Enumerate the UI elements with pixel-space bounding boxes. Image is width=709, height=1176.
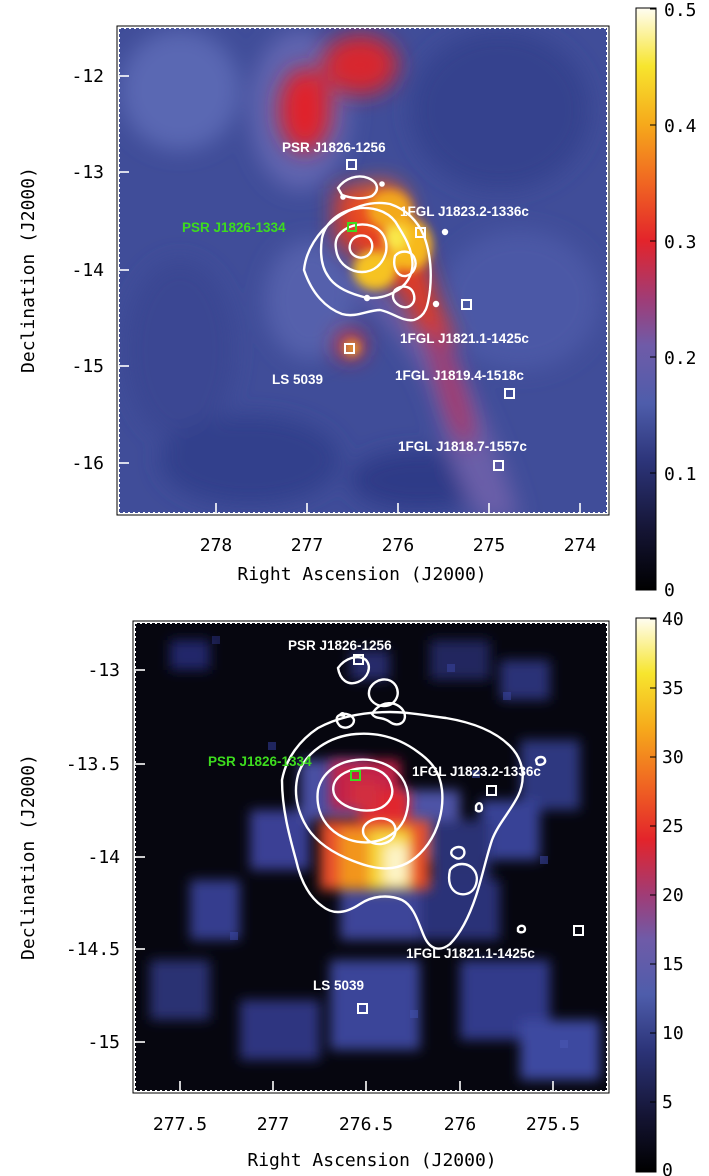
bottom-cb-tick: 0 (662, 1160, 673, 1176)
top-xtick-label: 276 (382, 535, 415, 556)
top-cb-tick: 0.4 (664, 116, 697, 137)
marker-1fgl-j1819 (504, 388, 515, 399)
bottom-xtick-label: 275.5 (526, 1114, 580, 1135)
bottom-ticks (135, 669, 554, 1091)
marker-1fgl-j1821 (461, 299, 472, 310)
bottom-ytick-label: -14 (87, 847, 120, 868)
bottom-cb-tick: 15 (662, 954, 684, 975)
bottom-xtick-label: 276.5 (339, 1114, 393, 1135)
bottom-ylabel: Declination (J2000) (18, 754, 39, 960)
top-ytick-label: -12 (71, 66, 104, 87)
bottom-marker-1fgl-j1823 (486, 785, 497, 796)
bottom-ytick-label: -15 (87, 1032, 120, 1053)
bottom-xtick-label: 277.5 (153, 1114, 207, 1135)
label-psr-j1826-1256: PSR J1826-1256 (282, 140, 386, 155)
top-contours (302, 175, 449, 322)
bottom-cb-tick: 5 (662, 1092, 673, 1113)
top-xtick-label: 275 (473, 535, 506, 556)
marker-1fgl-j1818 (493, 460, 504, 471)
bottom-marker-ls5039 (357, 1003, 368, 1014)
top-xlabel: Right Ascension (J2000) (237, 564, 486, 585)
bottom-label-psr-j1826-1334: PSR J1826-1334 (208, 754, 312, 769)
top-colorbar (635, 7, 657, 591)
bottom-cb-tick: 20 (662, 885, 684, 906)
top-ytick-label: -16 (71, 453, 104, 474)
bottom-ytick-label: -13.5 (66, 754, 120, 775)
bottom-cb-tick: 40 (662, 609, 684, 630)
bottom-marker-psr-j1826-1334 (350, 770, 361, 781)
bottom-contours (280, 656, 547, 950)
label-psr-j1826-1334: PSR J1826-1334 (182, 220, 286, 235)
label-ls5039: LS 5039 (272, 372, 323, 387)
bottom-cb-tick: 25 (662, 816, 684, 837)
bottom-xtick-label: 276 (444, 1114, 477, 1135)
marker-ls5039 (344, 343, 355, 354)
bottom-heatmap: PSR J1826-1256 PSR J1826-1334 1FGL J1823… (135, 623, 607, 1091)
bottom-label-1fgl-j1823: 1FGL J1823.2-1336c (412, 764, 541, 779)
top-ytick-label: -13 (71, 162, 104, 183)
top-xtick-label: 274 (564, 535, 597, 556)
bottom-cb-tick: 10 (662, 1023, 684, 1044)
top-cb-tick: 0.3 (664, 232, 697, 253)
top-cb-tick: 0 (664, 580, 675, 601)
bottom-cb-tick: 35 (662, 678, 684, 699)
bottom-label-1fgl-j1821: 1FGL J1821.1-1425c (406, 946, 535, 961)
top-ytick-label: -14 (71, 260, 104, 281)
bottom-marker-1fgl-j1821 (573, 925, 584, 936)
top-cb-tick: 0.5 (664, 0, 697, 21)
label-1fgl-j1818: 1FGL J1818.7-1557c (398, 439, 527, 454)
top-ylabel: Declination (J2000) (18, 167, 39, 373)
bottom-label-psr-j1826-1256: PSR J1826-1256 (288, 638, 392, 653)
marker-1fgl-j1823 (415, 227, 426, 238)
bottom-label-ls5039: LS 5039 (313, 978, 364, 993)
top-cb-tick: 0.1 (664, 464, 697, 485)
label-1fgl-j1821: 1FGL J1821.1-1425c (400, 331, 529, 346)
label-1fgl-j1823: 1FGL J1823.2-1336c (400, 204, 529, 219)
bottom-xtick-label: 277 (257, 1114, 290, 1135)
top-xtick-label: 278 (200, 535, 233, 556)
marker-psr-j1826-1334 (347, 222, 357, 232)
label-1fgl-j1819: 1FGL J1819.4-1518c (395, 368, 524, 383)
marker-psr-j1826-1256 (346, 159, 357, 170)
bottom-ytick-label: -14.5 (66, 939, 120, 960)
top-heatmap: PSR J1826-1256 PSR J1826-1334 1FGL J1823… (119, 28, 607, 513)
top-cb-tick: 0.2 (664, 348, 697, 369)
top-frame (118, 27, 608, 514)
bottom-marker-psr-j1826-1256 (353, 654, 364, 665)
top-ticks (119, 75, 581, 513)
top-xtick-label: 277 (291, 535, 324, 556)
bottom-cb-tick: 30 (662, 747, 684, 768)
bottom-xlabel: Right Ascension (J2000) (247, 1150, 496, 1171)
top-ytick-label: -15 (71, 356, 104, 377)
bottom-ytick-label: -13 (87, 660, 120, 681)
